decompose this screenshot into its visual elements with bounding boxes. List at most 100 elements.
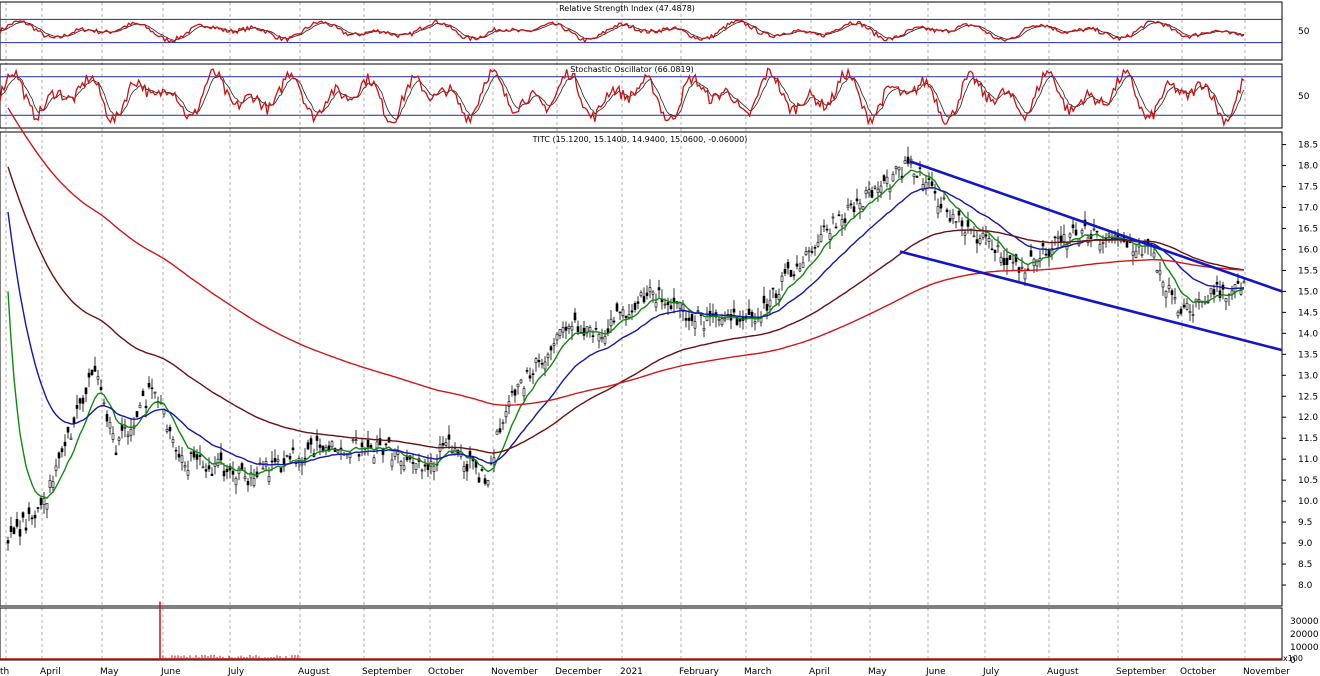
price-candle	[981, 232, 985, 238]
price-candle	[1011, 261, 1015, 264]
price-candle	[1041, 242, 1045, 247]
price-candle	[354, 439, 358, 442]
stochastic-y-tick-label: 50	[1298, 92, 1310, 102]
price-candle	[576, 326, 580, 333]
x-axis-month-label: November	[1243, 667, 1290, 676]
price-candle	[252, 478, 256, 486]
price-candle	[819, 234, 823, 242]
price-candle	[552, 343, 556, 346]
price-candle	[243, 476, 247, 479]
price-candle	[582, 327, 586, 336]
price-candle	[519, 379, 523, 384]
price-candle	[1059, 235, 1063, 243]
price-candle	[171, 439, 175, 444]
price-candle	[723, 318, 727, 321]
price-y-tick-label: 11.5	[1298, 434, 1318, 444]
price-candle	[882, 175, 886, 181]
price-candle	[852, 206, 856, 213]
price-candle	[879, 185, 883, 193]
price-candle	[1056, 236, 1060, 239]
price-candle	[1212, 289, 1216, 295]
trendline-upper	[909, 160, 1283, 293]
price-candle	[240, 463, 244, 470]
price-candle	[669, 305, 673, 309]
price-candle	[1173, 297, 1177, 300]
price-candle	[825, 228, 829, 231]
price-candle	[1191, 314, 1195, 316]
price-candle	[465, 464, 469, 472]
volume-y-tick-label: 30000	[1290, 617, 1319, 627]
price-candle	[657, 287, 661, 291]
price-candle	[1188, 310, 1192, 314]
price-y-tick-label: 14.5	[1298, 308, 1318, 318]
price-candle	[6, 540, 10, 544]
price-candle	[1023, 272, 1027, 280]
price-candle	[603, 336, 607, 344]
price-candle	[93, 365, 97, 372]
price-candle	[201, 466, 205, 469]
price-candle	[1062, 234, 1066, 242]
price-candle	[765, 304, 769, 311]
moving-average-mid	[7, 186, 1245, 466]
price-candle	[207, 465, 211, 470]
rsi-title: Relative Strength Index (47.4878)	[559, 4, 695, 13]
price-candle	[165, 429, 169, 432]
price-candle	[303, 457, 307, 460]
price-candle	[951, 214, 955, 220]
axis-labels: 8.0 8.5 9.0 9.5 10.0 10.5 11.0 11.5 12.0 12.5 13.0…	[0, 27, 1319, 676]
price-y-tick-label: 18.0	[1298, 162, 1318, 172]
price-candle	[777, 294, 781, 300]
moving-average-long	[7, 107, 1245, 406]
price-candle	[495, 430, 499, 435]
x-axis-month-label: 2021	[620, 667, 643, 676]
price-candle	[330, 441, 334, 448]
price-candle	[420, 469, 424, 472]
price-y-tick-label: 13.0	[1298, 371, 1318, 381]
price-candle	[642, 296, 646, 303]
price-candle	[768, 299, 772, 307]
price-candle	[915, 176, 919, 178]
price-candle	[174, 449, 178, 452]
price-candle	[1098, 244, 1102, 251]
price-candle	[861, 206, 865, 210]
price-candle	[108, 421, 112, 429]
price-candle	[732, 308, 736, 313]
price-candle	[114, 452, 118, 455]
price-candle	[105, 413, 109, 422]
price-candle	[546, 353, 550, 358]
price-candle	[24, 527, 28, 531]
price-candle	[27, 507, 31, 514]
price-candle	[1155, 270, 1159, 273]
x-axis-month-label: May	[100, 667, 119, 676]
price-candle	[855, 198, 859, 202]
x-axis-month-label: July	[982, 667, 1000, 676]
price-candle	[537, 360, 541, 363]
x-axis-month-label: October	[428, 667, 464, 676]
price-panel	[6, 107, 1283, 551]
price-candle	[807, 250, 811, 253]
x-axis-month-label: March	[744, 667, 771, 676]
price-y-tick-label: 17.5	[1298, 183, 1318, 193]
x-axis-month-label: June	[160, 667, 181, 676]
price-candle	[1080, 230, 1084, 234]
price-candle	[1131, 251, 1135, 256]
price-candle	[180, 455, 184, 463]
price-candle	[84, 387, 88, 395]
price-candle	[948, 218, 952, 222]
stochastic-panel	[0, 67, 1282, 128]
price-candle	[942, 197, 946, 200]
price-candle	[999, 256, 1003, 263]
price-candle	[120, 424, 124, 431]
price-candle	[600, 337, 604, 340]
price-candle	[183, 465, 187, 468]
price-candle	[687, 317, 691, 321]
price-candle	[828, 233, 832, 240]
price-candle	[96, 376, 100, 380]
price-candle	[762, 295, 766, 304]
price-candle	[204, 469, 208, 472]
price-candle	[210, 473, 214, 476]
price-candle	[144, 405, 148, 409]
price-y-tick-label: 10.5	[1298, 476, 1318, 486]
price-candle	[246, 480, 250, 486]
price-candle	[1074, 229, 1078, 236]
